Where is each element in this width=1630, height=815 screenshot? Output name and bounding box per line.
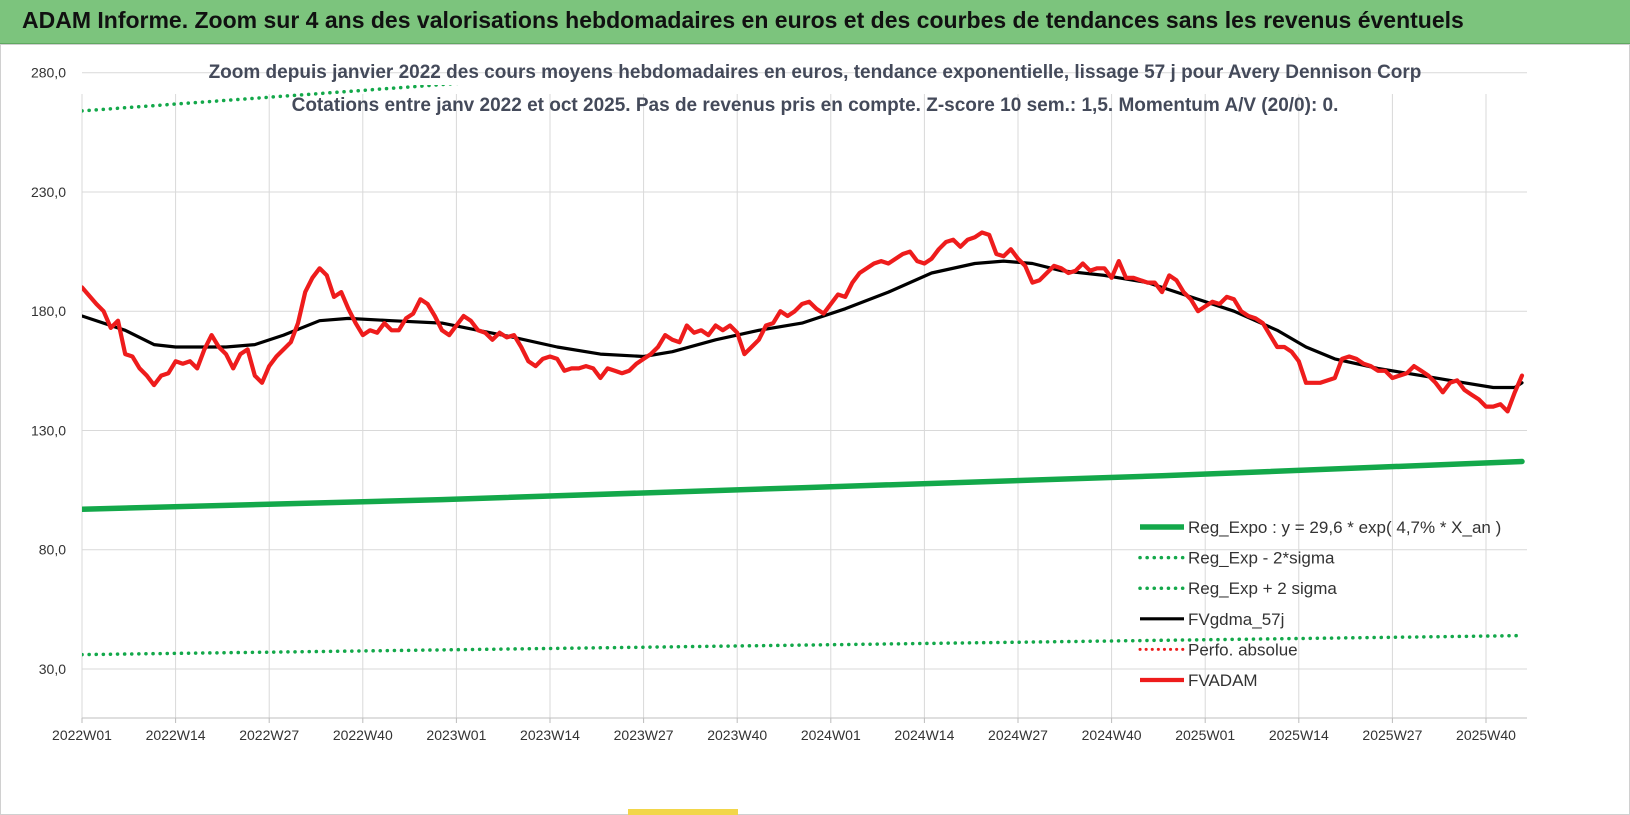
- series-line-trend: [82, 259, 1524, 390]
- x-tick-label: 2022W27: [239, 727, 299, 743]
- x-tick-label: 2023W27: [614, 727, 674, 743]
- x-tick-label: 2024W40: [1082, 727, 1142, 743]
- x-tick-label: 2024W14: [894, 727, 954, 743]
- report-title: ADAM Informe. Zoom sur 4 ans des valoris…: [22, 7, 1464, 33]
- chart-title: Zoom depuis janvier 2022 des cours moyen…: [208, 62, 1422, 83]
- x-tick-label: 2025W01: [1175, 727, 1235, 743]
- x-tick-label: 2022W01: [52, 727, 112, 743]
- legend-label: Reg_Exp - 2*sigma: [1188, 549, 1335, 568]
- axes: 30,0 80,0 130,0 180,0 230,0 280,0 2022W01 2022W…: [31, 65, 1527, 743]
- x-tick-label: 2023W40: [707, 727, 767, 743]
- x-tick-label: 2022W40: [333, 727, 393, 743]
- series-line-price: [82, 230, 1525, 414]
- x-tick-label: 2023W01: [426, 727, 486, 743]
- y-tick-label: 180,0: [31, 303, 66, 319]
- legend-label: Perfo. absolue: [1188, 640, 1298, 659]
- legend-label: FVgdma_57j: [1188, 610, 1284, 629]
- x-tick-label: 2024W01: [801, 727, 861, 743]
- grid: [81, 72, 1527, 718]
- legend-label: Reg_Exp + 2 sigma: [1188, 579, 1337, 598]
- header-banner: ADAM Informe. Zoom sur 4 ans des valoris…: [0, 0, 1630, 44]
- y-tick-label: 280,0: [31, 65, 66, 81]
- x-tick-label: 2024W27: [988, 727, 1048, 743]
- series: [82, 85, 1525, 657]
- x-tick-label: 2022W14: [146, 727, 206, 743]
- legend-label: FVADAM: [1188, 671, 1258, 690]
- y-tick-label: 80,0: [39, 542, 66, 558]
- legend: Reg_Expo : y = 29,6 * exp( 4,7% * X_an )…: [1138, 518, 1501, 690]
- y-tick-label: 130,0: [31, 422, 66, 438]
- series-line-reg: [82, 458, 1525, 512]
- chart-subtitle: Cotations entre janv 2022 et oct 2025. P…: [291, 95, 1339, 116]
- scroll-indicator: [628, 809, 738, 815]
- x-tick-label: 2025W14: [1269, 727, 1329, 743]
- series-line-regLow: [82, 633, 1524, 657]
- x-tick-label: 2025W27: [1362, 727, 1422, 743]
- y-tick-label: 30,0: [39, 661, 66, 677]
- legend-label: Reg_Expo : y = 29,6 * exp( 4,7% * X_an ): [1188, 518, 1501, 537]
- x-tick-label: 2025W40: [1456, 727, 1516, 743]
- y-tick-label: 230,0: [31, 184, 66, 200]
- x-tick-label: 2023W14: [520, 727, 580, 743]
